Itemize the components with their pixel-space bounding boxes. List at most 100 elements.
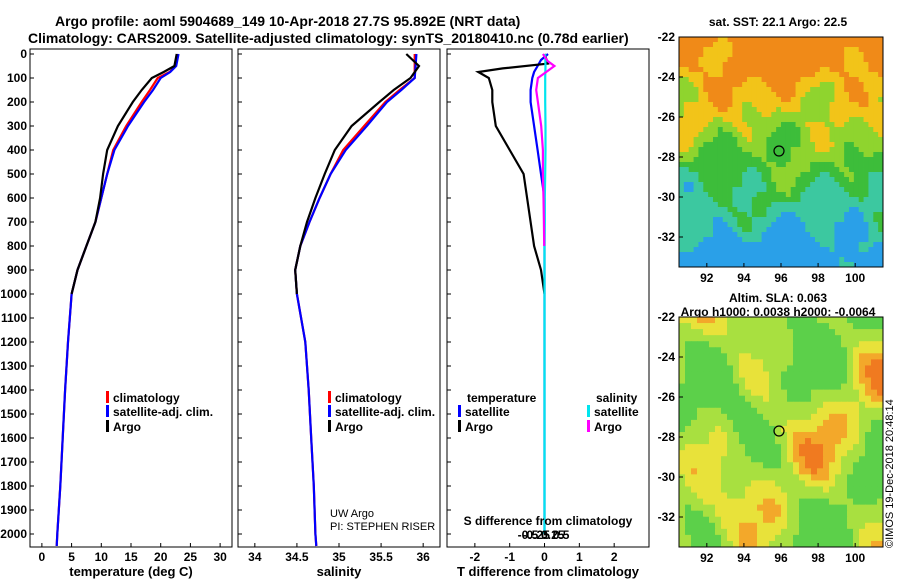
temp-plot: 0 5 10 15 20 25 30 bbox=[39, 53, 227, 564]
map-cell bbox=[713, 42, 719, 48]
map-cell bbox=[841, 329, 848, 336]
map-cell bbox=[800, 92, 806, 98]
map-cell bbox=[703, 47, 709, 53]
map-cell bbox=[787, 419, 794, 427]
map-cell bbox=[868, 172, 874, 178]
map-cell bbox=[708, 182, 714, 188]
map-cell bbox=[823, 407, 830, 415]
map-cell bbox=[722, 202, 728, 208]
map-cell bbox=[709, 359, 716, 366]
map-cell bbox=[776, 62, 782, 68]
map-cell bbox=[799, 534, 806, 542]
map-cell bbox=[847, 432, 854, 439]
map-cell bbox=[688, 257, 694, 263]
map-cell bbox=[849, 167, 855, 173]
map-cell bbox=[761, 157, 767, 163]
map-cell bbox=[766, 62, 772, 68]
map-cell bbox=[873, 47, 879, 53]
map-cell bbox=[853, 232, 860, 238]
series-line-salinity-argo bbox=[535, 53, 557, 247]
map-cell bbox=[877, 504, 884, 512]
map-cell bbox=[823, 456, 830, 463]
map-cell bbox=[703, 323, 710, 330]
map-cell bbox=[732, 117, 738, 123]
map-cell bbox=[733, 359, 740, 366]
map-cell bbox=[763, 365, 770, 372]
map-cell bbox=[713, 257, 719, 263]
map-cell bbox=[679, 62, 685, 68]
map-cell bbox=[835, 498, 842, 506]
map-cell bbox=[691, 504, 698, 512]
map-cell bbox=[781, 117, 787, 123]
map-cell bbox=[769, 510, 776, 518]
map-cell bbox=[742, 167, 748, 173]
map-cell bbox=[835, 522, 842, 530]
map-cell bbox=[810, 162, 816, 168]
map-cell bbox=[709, 371, 716, 378]
map-cell bbox=[865, 456, 872, 463]
map-cell bbox=[824, 232, 830, 238]
map-cell bbox=[708, 202, 714, 208]
map-cell bbox=[693, 97, 699, 103]
map-cell bbox=[873, 232, 879, 238]
map-cell bbox=[732, 217, 738, 223]
map-cell bbox=[756, 242, 762, 248]
map-cell bbox=[717, 207, 724, 213]
map-cell bbox=[727, 72, 733, 78]
map-cell bbox=[703, 82, 709, 88]
map-cell bbox=[819, 247, 826, 253]
map-cell bbox=[721, 335, 728, 342]
map-lat-label: -24 bbox=[658, 350, 676, 364]
map-cell bbox=[795, 212, 801, 218]
map-cell bbox=[853, 172, 860, 178]
map-cell bbox=[878, 217, 884, 223]
map-cell bbox=[766, 37, 772, 43]
map-cell bbox=[756, 92, 762, 98]
map-cell bbox=[823, 474, 830, 481]
map-cell bbox=[799, 317, 806, 324]
map-cell bbox=[698, 242, 704, 248]
map-cell bbox=[771, 207, 777, 213]
map-cell bbox=[747, 167, 753, 173]
map-cell bbox=[727, 167, 733, 173]
map-cell bbox=[766, 72, 772, 78]
map-cell bbox=[737, 207, 743, 213]
map-cell bbox=[873, 37, 879, 43]
map-cell bbox=[785, 97, 792, 103]
map-cell bbox=[708, 237, 714, 243]
map-cell bbox=[727, 162, 733, 168]
map-cell bbox=[785, 42, 792, 48]
map-cell bbox=[800, 147, 806, 153]
map-cell bbox=[858, 152, 864, 158]
map-cell bbox=[727, 62, 733, 68]
map-cell bbox=[878, 67, 884, 73]
map-cell bbox=[775, 450, 782, 457]
map-cell bbox=[708, 187, 714, 193]
map-cell bbox=[853, 401, 860, 409]
map-cell bbox=[785, 102, 792, 108]
map-cell bbox=[781, 72, 787, 78]
map-cell bbox=[858, 117, 864, 123]
map-cell bbox=[819, 82, 826, 88]
map-cell bbox=[693, 187, 699, 193]
map-cell bbox=[781, 232, 787, 238]
map-cell bbox=[679, 329, 686, 336]
map-cell bbox=[800, 132, 806, 138]
map-cell bbox=[745, 359, 752, 366]
map-cell bbox=[697, 335, 704, 342]
map-cell bbox=[849, 207, 855, 213]
map-cell bbox=[805, 353, 812, 360]
map-cell bbox=[878, 142, 884, 148]
map-cell bbox=[715, 474, 722, 481]
map-cell bbox=[691, 395, 698, 403]
map-cell bbox=[815, 162, 821, 168]
map-cell bbox=[829, 323, 836, 330]
map-cell bbox=[679, 419, 686, 427]
map-cell bbox=[769, 540, 776, 548]
map-cell bbox=[868, 87, 874, 93]
map-cell bbox=[756, 147, 762, 153]
map-cell bbox=[756, 257, 762, 263]
map-cell bbox=[849, 212, 855, 218]
map-cell bbox=[823, 335, 830, 342]
map-cell bbox=[727, 359, 734, 366]
